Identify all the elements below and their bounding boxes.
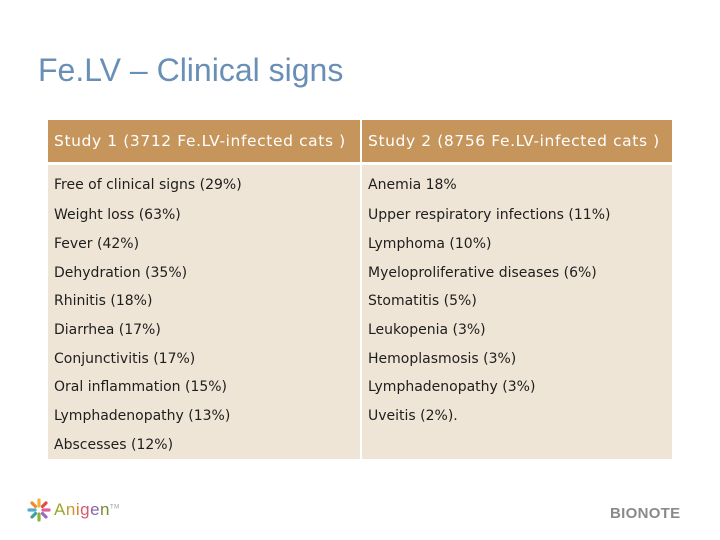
study-1-cell: Conjunctivitis (17%) [48,344,362,374]
study-1-cell: Weight loss (63%) [48,201,362,230]
table-header-row: Study 1 (3712 Fe.LV-infected cats ) Stud… [48,120,672,165]
study-1-cell: Abscesses (12%) [48,430,362,460]
bionote-logo: BIONOTE [610,505,681,522]
table-row: Weight loss (63%) Upper respiratory infec… [48,201,672,230]
table-row: Oral inflammation (15%) Lymphadenopathy (… [48,373,672,402]
clinical-signs-table-container: Study 1 (3712 Fe.LV-infected cats ) Stud… [48,120,672,460]
study-2-cell: Leukopenia (3%) [362,315,672,345]
trademark-mark: TM [110,504,120,511]
study-2-cell: Uveitis (2%). [362,401,672,431]
anigen-logo: AnigenTM [26,497,120,523]
anigen-letter: n [100,500,110,519]
study-1-cell: Fever (42%) [48,229,362,259]
study-1-cell: Dehydration (35%) [48,258,362,288]
study-2-cell: Stomatitis (5%) [362,287,672,316]
study-2-cell: Upper respiratory infections (11%) [362,201,672,230]
anigen-wordmark: AnigenTM [54,500,120,520]
anigen-letter: i [75,500,81,519]
study-2-cell [362,430,672,460]
table-row: Fever (42%) Lymphoma (10%) [48,229,672,259]
study-2-cell: Lymphoma (10%) [362,229,672,259]
table-row: Free of clinical signs (29%) Anemia 18% [48,165,672,201]
table-row: Abscesses (12%) [48,430,672,460]
column-header-study-1: Study 1 (3712 Fe.LV-infected cats ) [48,120,362,165]
column-header-study-2: Study 2 (8756 Fe.LV-infected cats ) [362,120,672,165]
anigen-wordmark-letters: Anigen [54,500,110,519]
study-2-cell: Anemia 18% [362,165,672,201]
slide-title: Fe.LV – Clinical signs [38,52,344,88]
study-2-cell: Hemoplasmosis (3%) [362,344,672,374]
clinical-signs-table: Study 1 (3712 Fe.LV-infected cats ) Stud… [48,120,672,460]
table-row: Dehydration (35%) Myeloproliferative dise… [48,258,672,288]
anigen-letter: g [80,500,91,519]
anigen-sparkle-icon [26,497,52,523]
table-row: Rhinitis (18%) Stomatitis (5%) [48,287,672,316]
anigen-letter: e [90,500,101,519]
table-row: Lymphadenopathy (13%) Uveitis (2%). [48,401,672,431]
table-row: Diarrhea (17%) Leukopenia (3%) [48,315,672,345]
table-body: Free of clinical signs (29%) Anemia 18% We… [48,165,672,460]
anigen-letter: A [54,500,66,519]
study-2-cell: Lymphadenopathy (3%) [362,373,672,402]
study-1-cell: Lymphadenopathy (13%) [48,401,362,431]
table-row: Conjunctivitis (17%) Hemoplasmosis (3%) [48,344,672,374]
study-2-cell: Myeloproliferative diseases (6%) [362,258,672,288]
anigen-letter: n [65,500,76,519]
study-1-cell: Oral inflammation (15%) [48,373,362,402]
study-1-cell: Diarrhea (17%) [48,315,362,345]
study-1-cell: Rhinitis (18%) [48,287,362,316]
study-1-cell: Free of clinical signs (29%) [48,165,362,201]
